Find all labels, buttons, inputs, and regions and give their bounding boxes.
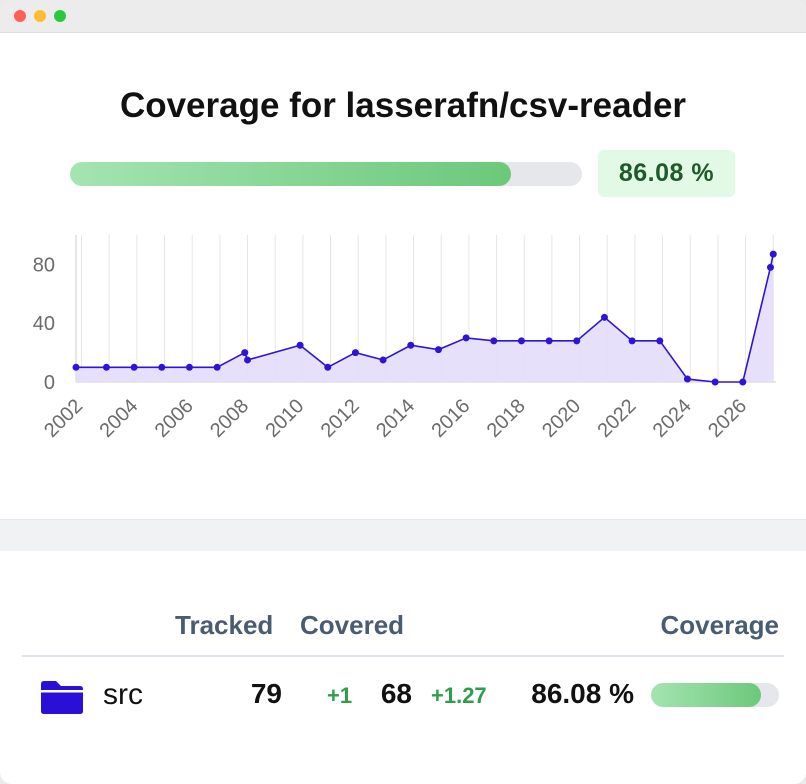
x-tick-label: 2014 [372, 395, 419, 442]
x-tick-label: 2026 [704, 395, 751, 442]
data-point [766, 263, 774, 271]
page-title: Coverage for lasserafn/csv-reader [119, 86, 687, 125]
data-point [517, 337, 525, 345]
x-tick-label: 2002 [40, 395, 87, 442]
x-tick-label: 2022 [593, 395, 640, 442]
data-point [102, 363, 110, 371]
data-point [490, 337, 498, 345]
table-header-rule [22, 655, 784, 657]
x-tick-label: 2008 [206, 395, 253, 442]
data-point [407, 341, 415, 349]
x-tick-label: 2024 [649, 395, 696, 442]
row-name-link[interactable]: src [103, 678, 143, 711]
data-point [462, 334, 470, 342]
series-area [76, 254, 774, 382]
x-tick-label: 2016 [427, 395, 474, 442]
data-point [600, 313, 608, 321]
data-point [434, 346, 442, 354]
coverage-percentage-badge: 86.08 % [598, 150, 735, 197]
minimize-window-button[interactable] [34, 10, 46, 22]
data-point [185, 363, 193, 371]
maximize-window-button[interactable] [54, 10, 66, 22]
data-point [296, 341, 304, 349]
data-point [72, 363, 80, 371]
row-coverage-bar-fill [651, 683, 762, 707]
data-point [769, 250, 777, 258]
data-point [711, 378, 719, 386]
x-tick-label: 2018 [483, 395, 530, 442]
data-point [241, 349, 249, 357]
x-tick-label: 2012 [317, 395, 364, 442]
x-tick-label: 2010 [261, 395, 308, 442]
column-header-tracked[interactable]: Tracked [175, 610, 274, 640]
row-tracked-value: 79 [250, 678, 282, 709]
data-point [130, 363, 138, 371]
data-point [324, 363, 332, 371]
row-covered-delta: +1 [327, 683, 353, 708]
data-point [213, 363, 221, 371]
column-header-coverage[interactable]: Coverage [660, 610, 780, 640]
data-point [351, 349, 359, 357]
coverage-progress-bar [70, 162, 582, 186]
data-point [379, 356, 387, 364]
y-tick-label: 80 [33, 254, 55, 276]
y-tick-label: 40 [33, 313, 55, 335]
coverage-history-chart: 0 40 80 2002 2004 2006 2008 2010 2012 2014 2016 201… [33, 235, 777, 442]
x-tick-label: 2020 [538, 395, 585, 442]
data-point [739, 378, 747, 386]
x-tick-label: 2004 [95, 395, 142, 442]
coverage-progress-fill [70, 162, 511, 186]
data-point [573, 337, 581, 345]
data-point [656, 337, 664, 345]
row-covered-value: 68 [380, 678, 412, 709]
data-point [545, 337, 553, 345]
title-bar [0, 0, 806, 33]
x-tick-label: 2006 [151, 395, 198, 442]
section-divider [0, 519, 806, 551]
column-header-covered[interactable]: Covered [300, 610, 405, 640]
data-point [244, 356, 252, 364]
data-point [158, 363, 166, 371]
data-point [628, 337, 636, 345]
close-window-button[interactable] [14, 10, 26, 22]
folder-icon [41, 681, 83, 714]
row-coverage-bar [651, 683, 779, 707]
y-tick-label: 0 [44, 372, 55, 394]
data-point [683, 375, 691, 383]
row-coverage-value: 86.08 % [531, 678, 634, 709]
row-coverage-delta: +1.27 [431, 683, 487, 708]
